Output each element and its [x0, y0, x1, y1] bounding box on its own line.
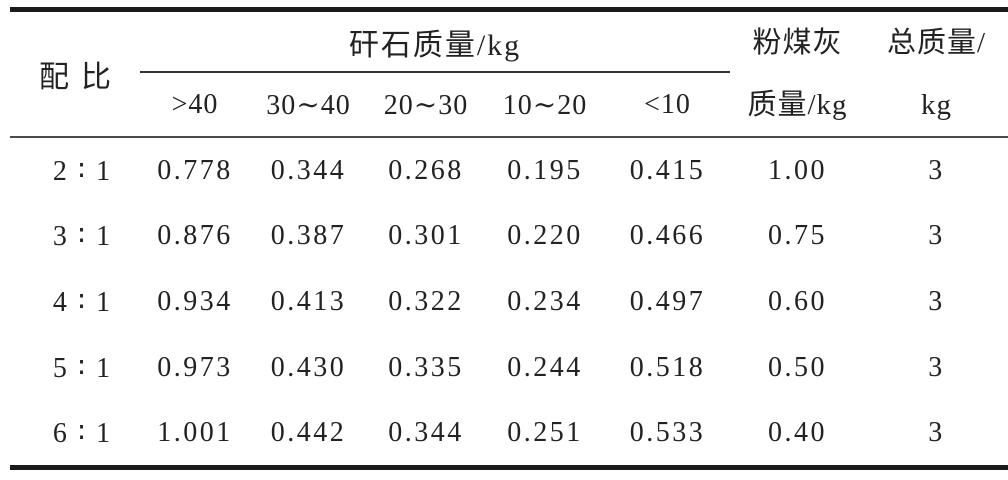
gangue-20-30-header: 20∼30	[367, 72, 485, 138]
gangue-lt10-cell: 0.497	[629, 286, 706, 317]
table-header: 配比 矸石质量/kg 粉煤灰 质量/kg 总质量/ kg >40 30∼40 2…	[10, 9, 1008, 138]
gangue-lt10-cell: 0.415	[629, 154, 706, 186]
flyash-mass-header: 粉煤灰 质量/kg	[730, 9, 865, 138]
gangue-10-20-cell: 0.220	[507, 220, 583, 251]
gangue-30-40-cell: 0.387	[270, 220, 347, 251]
ratio-cell: 4∶1	[52, 287, 122, 318]
gangue-lt10-header: <10	[605, 72, 730, 138]
total-mass-cell: 3	[928, 286, 945, 317]
gangue-gt40-cell: 0.973	[157, 352, 233, 383]
gangue-lt10-cell: 0.466	[629, 220, 706, 251]
ratio-cell: 6∶1	[52, 417, 122, 449]
gangue-10-20-cell: 0.195	[507, 154, 583, 186]
gangue-10-20-cell: 0.234	[507, 286, 583, 317]
gangue-gt40-cell: 0.876	[157, 220, 233, 251]
total-mass-header: 总质量/ kg	[865, 9, 1008, 138]
total-mass-header-line2: kg	[921, 89, 952, 121]
gangue-20-30-cell: 0.344	[388, 416, 464, 448]
flyash-mass-cell: 0.50	[768, 352, 827, 383]
total-mass-cell: 3	[928, 416, 945, 448]
gangue-10-20-header: 10∼20	[485, 72, 605, 138]
gangue-30-40-cell: 0.413	[270, 286, 347, 317]
total-mass-header-line1: 总质量/	[886, 27, 987, 59]
gangue-lt10-cell: 0.533	[629, 416, 706, 448]
table-row: 3∶1 0.876 0.387 0.301 0.220 0.466 0.75 3	[10, 203, 1008, 269]
gangue-20-30-cell: 0.335	[388, 352, 464, 383]
total-mass-cell: 3	[928, 220, 945, 251]
flyash-mass-cell: 0.40	[768, 416, 827, 448]
header-row-top: 配比 矸石质量/kg 粉煤灰 质量/kg 总质量/ kg	[10, 9, 1008, 138]
gangue-30-40-cell: 0.442	[270, 416, 347, 448]
flyash-mass-cell: 0.60	[768, 286, 827, 317]
flyash-mass-cell: 1.00	[768, 154, 827, 186]
total-mass-cell: 3	[928, 154, 945, 186]
flyash-mass-cell: 0.75	[768, 220, 827, 251]
table-row: 2∶1 0.778 0.344 0.268 0.195 0.415 1.00 3	[10, 137, 1008, 203]
gangue-30-40-cell: 0.430	[270, 352, 347, 383]
ratio-cell: 3∶1	[52, 221, 122, 252]
table-container: 配比 矸石质量/kg 粉煤灰 质量/kg 总质量/ kg >40 30∼40 2…	[10, 7, 1008, 470]
flyash-mass-header-line1: 粉煤灰	[752, 27, 843, 59]
flyash-mass-header-line2: 质量/kg	[747, 89, 848, 121]
ratio-cell: 2∶1	[52, 155, 122, 187]
ratio-cell: 5∶1	[52, 353, 122, 384]
gangue-mass-group-header: 矸石质量/kg	[140, 9, 730, 74]
total-mass-cell: 3	[928, 352, 945, 383]
mix-ratio-mass-table: 配比 矸石质量/kg 粉煤灰 质量/kg 总质量/ kg >40 30∼40 2…	[10, 7, 1008, 470]
gangue-20-30-cell: 0.322	[388, 286, 464, 317]
header-row-sub: >40 30∼40 20∼30 10∼20 <10	[10, 72, 1008, 138]
gangue-gt40-header: >40	[140, 72, 250, 138]
gangue-30-40-cell: 0.344	[270, 154, 347, 186]
gangue-20-30-cell: 0.268	[388, 154, 464, 186]
gangue-10-20-cell: 0.244	[507, 352, 583, 383]
table-row: 4∶1 0.934 0.413 0.322 0.234 0.497 0.60 3	[10, 269, 1008, 335]
gangue-gt40-cell: 0.778	[157, 154, 233, 186]
table-row: 5∶1 0.973 0.430 0.335 0.244 0.518 0.50 3	[10, 335, 1008, 401]
gangue-gt40-cell: 0.934	[157, 286, 233, 317]
gangue-lt10-cell: 0.518	[629, 352, 706, 383]
gangue-20-30-cell: 0.301	[388, 220, 464, 251]
gangue-30-40-header: 30∼40	[250, 72, 367, 138]
ratio-header: 配比	[10, 9, 140, 138]
gangue-10-20-cell: 0.251	[507, 416, 583, 448]
gangue-gt40-cell: 1.001	[157, 416, 233, 448]
table-row: 6∶1 1.001 0.442 0.344 0.251 0.533 0.40 3	[10, 401, 1008, 467]
table-body: 2∶1 0.778 0.344 0.268 0.195 0.415 1.00 3…	[10, 137, 1008, 467]
